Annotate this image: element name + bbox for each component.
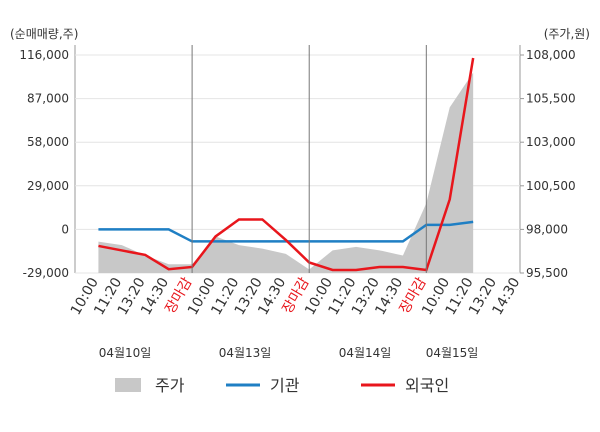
y2-tick-label: 98,000: [526, 222, 568, 236]
legend-label: 기관: [270, 376, 300, 395]
price-area: [98, 72, 474, 273]
y-tick-label: 116,000: [19, 48, 69, 62]
y2-tick-label: 95,500: [526, 266, 568, 280]
y2-tick-label: 105,500: [526, 92, 576, 106]
y-tick-label: 58,000: [27, 135, 69, 149]
date-label: 04월14일: [339, 346, 392, 360]
legend-swatch: [115, 378, 141, 392]
legend-label: 주가: [155, 376, 185, 395]
y2-tick-label: 100,500: [526, 179, 576, 193]
date-label: 04월10일: [99, 346, 152, 360]
y-axis-label: (순매매량,주): [10, 27, 78, 41]
date-label: 04월15일: [426, 346, 479, 360]
date-label: 04월13일: [219, 346, 272, 360]
y-tick-label: 29,000: [27, 179, 69, 193]
y2-tick-label: 103,000: [526, 135, 576, 149]
y2-axis-label: (주가,원): [544, 27, 590, 41]
y2-tick-label: 108,000: [526, 48, 576, 62]
y-tick-label: 87,000: [27, 92, 69, 106]
series-line: [98, 57, 475, 272]
y-tick-label: 0: [61, 222, 69, 236]
y-tick-label: -29,000: [23, 266, 69, 280]
legend-label: 외국인: [405, 376, 449, 395]
